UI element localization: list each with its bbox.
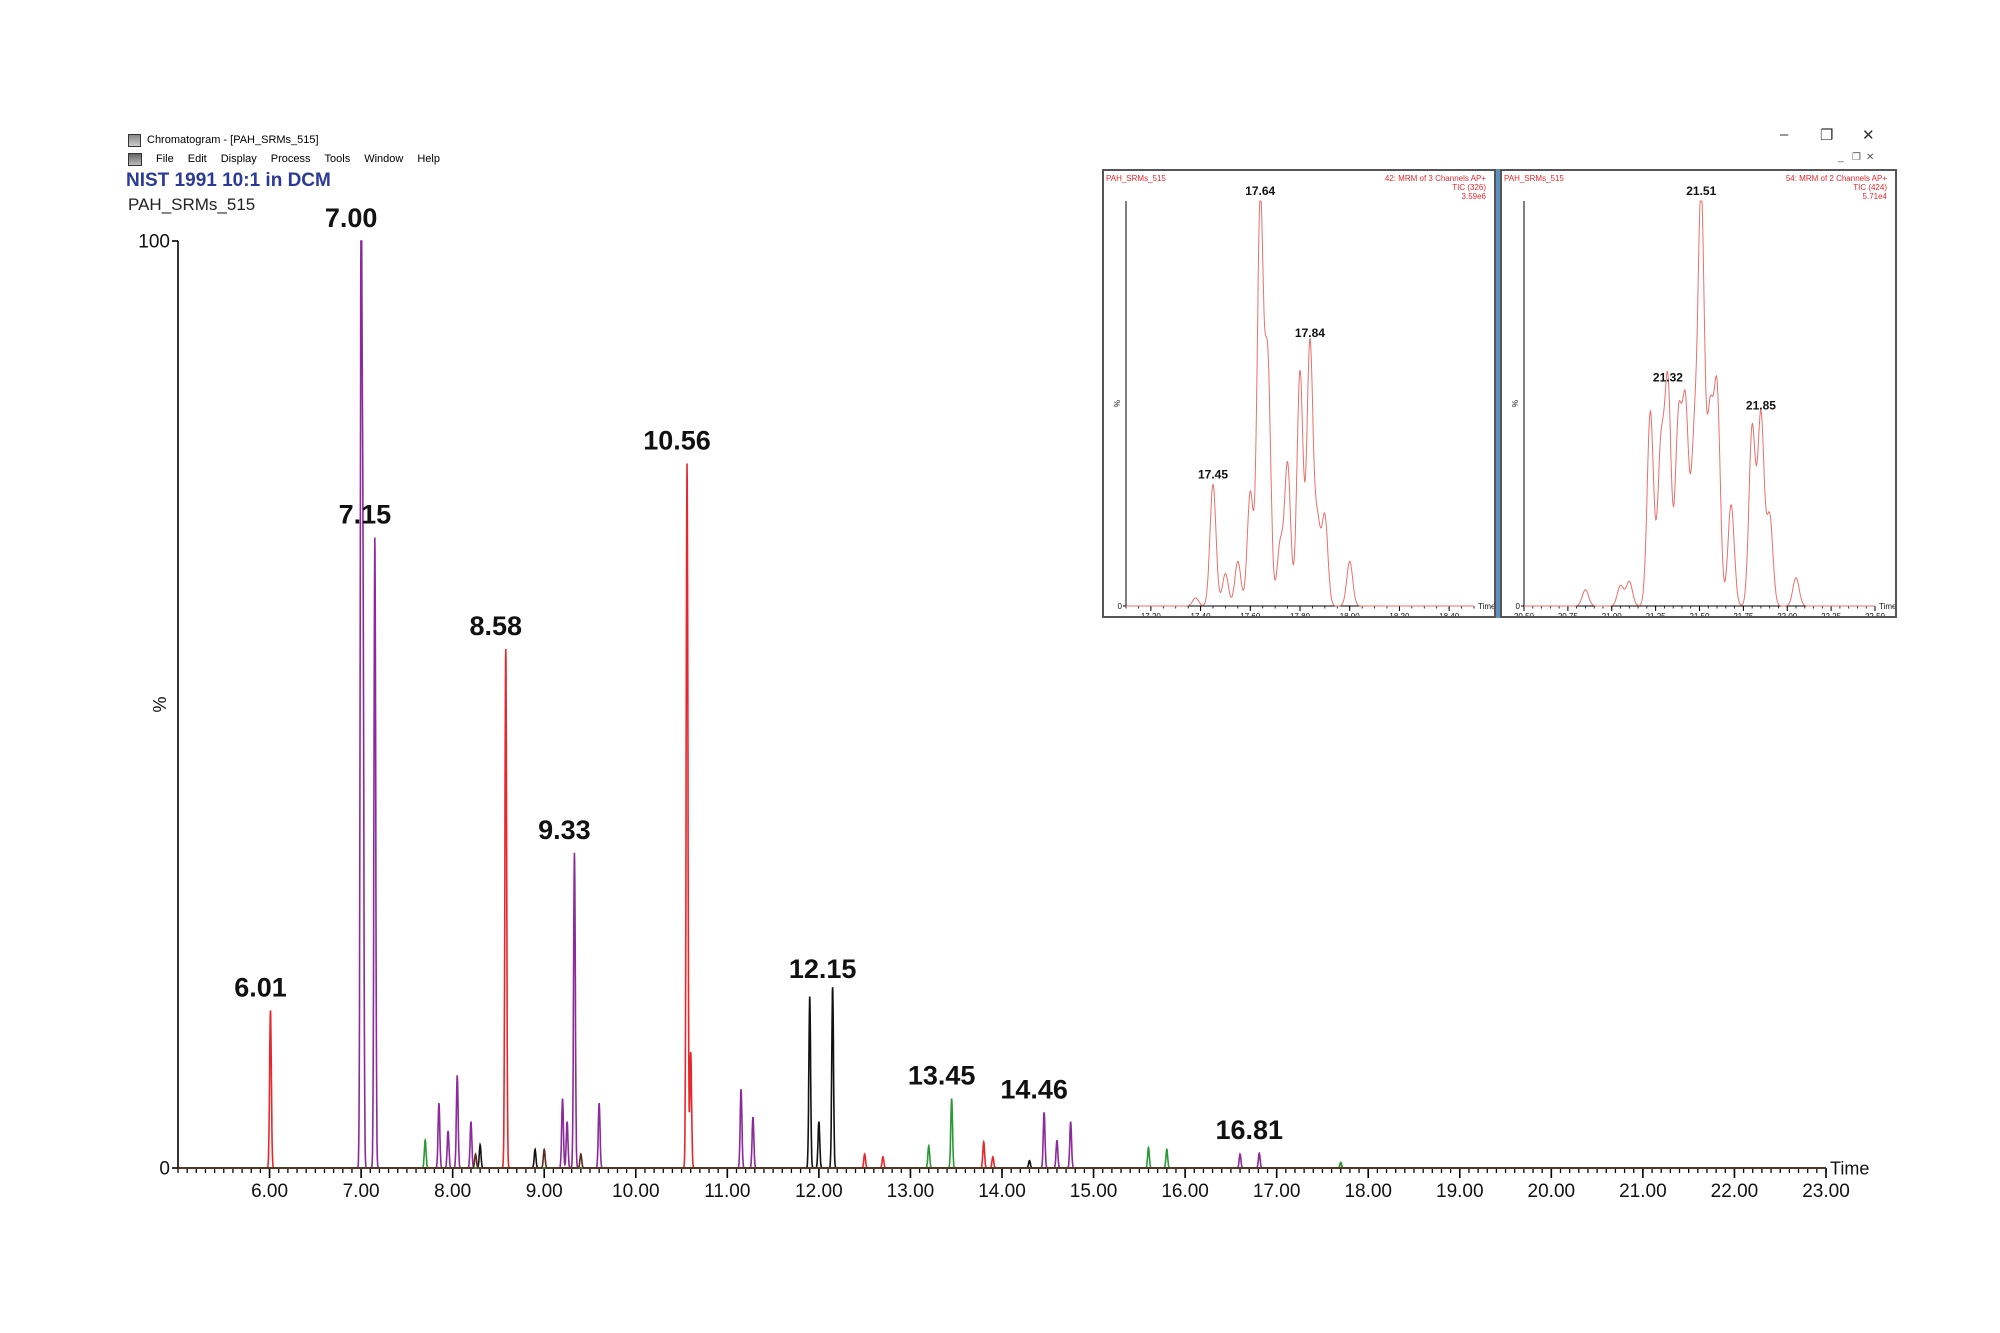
title-bar: Chromatogram - [PAH_SRMs_515]: [128, 131, 319, 149]
peak-label: 8.58: [469, 611, 522, 641]
x-tick-label: 21.75: [1733, 612, 1754, 616]
x-tick-label: 22.25: [1821, 612, 1842, 616]
x-tick-label: 14.00: [978, 1181, 1026, 1202]
menu-display[interactable]: Display: [220, 153, 257, 165]
x-tick-label: 18.00: [1344, 1181, 1392, 1202]
series-line-brown: [178, 1147, 1826, 1169]
y-tick-label: 100: [138, 232, 170, 253]
peak-label: 16.81: [1215, 1115, 1283, 1145]
y-tick-label: 0: [159, 1159, 170, 1180]
menu-edit[interactable]: Edit: [187, 153, 207, 165]
x-tick-label: 20.50: [1514, 612, 1535, 616]
x-tick-label: 18.00: [1340, 612, 1361, 616]
inset-header-left: PAH_SRMs_515: [1106, 174, 1166, 183]
series-line-inset: [1126, 200, 1474, 607]
x-tick-label: 17.40: [1191, 612, 1212, 616]
x-tick-label: 17.20: [1141, 612, 1162, 616]
x-tick-label: 13.00: [887, 1181, 935, 1202]
close-icon[interactable]: ✕: [1862, 127, 1875, 144]
inset-header-right: TIC (424): [1853, 183, 1887, 192]
peak-label: 12.15: [789, 954, 857, 984]
inset-divider: [1496, 169, 1500, 618]
peak-label: 21.32: [1653, 370, 1683, 384]
x-tick-label: 21.00: [1602, 612, 1623, 616]
x-tick-label: 21.50: [1689, 612, 1710, 616]
peak-label: 13.45: [908, 1060, 976, 1090]
x-tick-label: 6.00: [251, 1181, 288, 1202]
x-tick-label: 20.00: [1528, 1181, 1576, 1202]
sub-restore-icon[interactable]: ❐: [1852, 152, 1861, 163]
sample-name: PAH_SRMs_515: [128, 195, 256, 214]
peak-label: 21.85: [1746, 399, 1776, 413]
peak-label: 17.84: [1295, 326, 1325, 340]
x-axis-label: Time: [1478, 602, 1494, 611]
peak-label: 7.00: [325, 203, 378, 233]
x-tick-label: 22.00: [1777, 612, 1798, 616]
x-tick-label: 22.00: [1711, 1181, 1759, 1202]
x-tick-label: 20.75: [1558, 612, 1579, 616]
x-tick-label: 19.00: [1436, 1181, 1484, 1202]
y-axis-label: %: [1511, 400, 1520, 407]
menu-process[interactable]: Process: [270, 153, 311, 165]
inset-header-right: 5.71e4: [1863, 192, 1888, 201]
peak-label: 9.33: [538, 815, 591, 845]
sub-close-icon[interactable]: ✕: [1866, 152, 1875, 163]
inset-panel-1: 17.20 17.40 17.60 17.80 18.00 18.20 18.40 0 Time…: [1102, 169, 1496, 621]
y-axis-label: %: [150, 696, 170, 712]
inset-header-right: TIC (326): [1452, 183, 1486, 192]
x-tick-label: 23.00: [1802, 1181, 1850, 1202]
minimize-icon[interactable]: –: [1780, 126, 1789, 143]
peak-label: 17.45: [1198, 468, 1228, 482]
x-tick-label: 18.40: [1439, 612, 1460, 616]
series-line-green: [178, 1098, 1826, 1169]
menu-help[interactable]: Help: [417, 153, 440, 165]
sub-minimize-icon[interactable]: _: [1838, 152, 1844, 163]
x-tick-label: 17.00: [1253, 1181, 1301, 1202]
inset-chromatogram-2: 20.50 20.75 21.00 21.25 21.50 21.75 22.00 22.25…: [1504, 174, 1897, 621]
x-tick-label: 21.00: [1619, 1181, 1667, 1202]
document-icon[interactable]: [128, 152, 142, 166]
x-tick-label: 10.00: [612, 1181, 660, 1202]
peak-label: 6.01: [234, 972, 287, 1002]
x-tick-label: 21.25: [1646, 612, 1667, 616]
inset-header-right: 3.59e6: [1462, 192, 1487, 201]
peak-label: 14.46: [1000, 1074, 1068, 1104]
y-axis-label: %: [1113, 400, 1122, 407]
peak-label: 17.64: [1245, 184, 1275, 198]
y-tick-label: 0: [1118, 602, 1123, 611]
x-tick-label: 18.20: [1389, 612, 1410, 616]
x-tick-label: 12.00: [795, 1181, 843, 1202]
x-axis-label: Time: [1830, 1159, 1869, 1179]
menu-bar: File Edit Display Process Tools Window H…: [128, 151, 440, 167]
x-axis-label: Time: [1879, 602, 1895, 611]
y-tick-label: 0: [1516, 602, 1521, 611]
menu-window[interactable]: Window: [364, 153, 404, 165]
x-tick-label: 7.00: [343, 1181, 380, 1202]
peak-label: 21.51: [1686, 184, 1716, 198]
series-line-inset: [1524, 200, 1875, 607]
x-tick-label: 15.00: [1070, 1181, 1118, 1202]
inset-header-right: 42: MRM of 3 Channels AP+: [1385, 174, 1486, 183]
peak-label: 7.15: [339, 500, 392, 530]
x-tick-label: 16.00: [1161, 1181, 1209, 1202]
x-tick-label: 9.00: [526, 1181, 563, 1202]
x-tick-label: 22.50: [1865, 612, 1886, 616]
inset-chromatogram-1: 17.20 17.40 17.60 17.80 18.00 18.20 18.40 0 Time…: [1106, 174, 1496, 621]
inset-header-left: PAH_SRMs_515: [1504, 174, 1564, 183]
x-tick-label: 17.60: [1240, 612, 1261, 616]
sample-title: NIST 1991 10:1 in DCM: [126, 170, 331, 191]
window-title: Chromatogram - [PAH_SRMs_515]: [147, 134, 319, 146]
inset-panel-2: 20.50 20.75 21.00 21.25 21.50 21.75 22.00 22.25…: [1500, 169, 1897, 621]
peak-label: 10.56: [643, 425, 711, 455]
x-tick-label: 8.00: [434, 1181, 471, 1202]
x-tick-label: 11.00: [704, 1181, 750, 1202]
menu-file[interactable]: File: [156, 153, 174, 165]
restore-icon[interactable]: ❐: [1820, 127, 1834, 144]
x-tick-label: 17.80: [1290, 612, 1311, 616]
chromatogram-app-icon: [128, 133, 141, 147]
menu-tools[interactable]: Tools: [324, 153, 351, 165]
inset-header-right: 54: MRM of 2 Channels AP+: [1786, 174, 1887, 183]
